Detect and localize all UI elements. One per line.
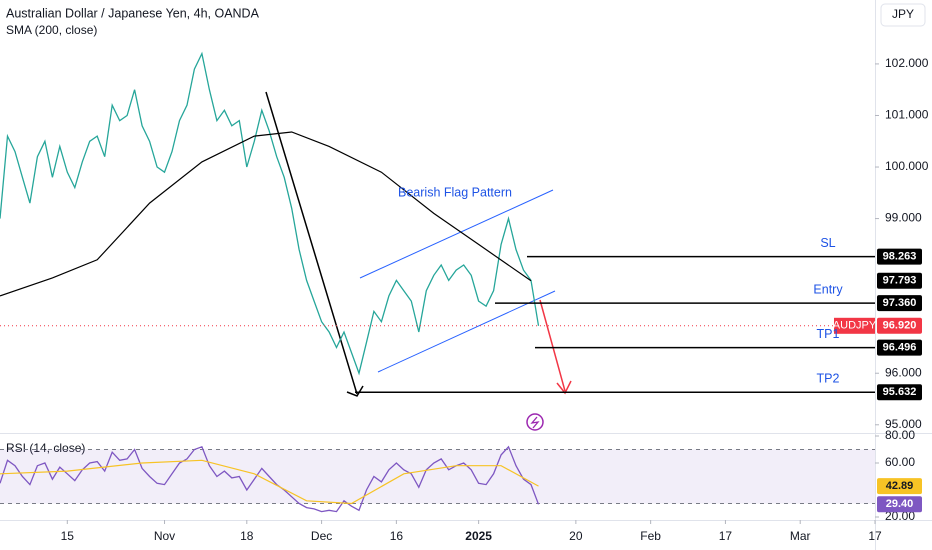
currency-button[interactable]: [880, 3, 926, 27]
level-label: TP2: [817, 371, 840, 385]
chart-title: Australian Dollar / Japanese Yen, 4h, OA…: [6, 6, 260, 20]
channel-line: [377, 290, 556, 373]
x-tick-label: Mar: [790, 529, 811, 543]
symbol-label: AUDJPY: [833, 320, 877, 332]
level-label: TP1: [817, 327, 840, 341]
level-tag: [877, 295, 922, 312]
symbol-tag: [834, 317, 875, 334]
sma-tag: [877, 272, 922, 289]
y-tick-label: 99.000: [885, 211, 922, 225]
price-tag-label: 96.920: [883, 320, 917, 332]
y-tick-label: 101.000: [885, 108, 929, 122]
y-tick-label: 102.000: [885, 56, 929, 70]
series-line: [0, 459, 539, 505]
series-line: [0, 131, 532, 297]
x-tick-label: 20: [569, 529, 583, 543]
x-tick-label: 15: [61, 529, 75, 543]
rsi-title: RSI (14, close): [6, 441, 85, 455]
level-tag-label: 98.263: [883, 250, 917, 262]
price-tag: [877, 317, 922, 334]
y-tick-label: 80.00: [885, 428, 915, 442]
level-tag-label: 97.360: [883, 297, 917, 309]
x-tick-label: Dec: [311, 529, 332, 543]
sma-tag-label: 97.793: [883, 275, 917, 287]
rsi-tag: [877, 496, 922, 513]
level-tag: [877, 248, 922, 265]
target-arrow: [539, 299, 566, 392]
event-icon-bolt: [530, 416, 540, 429]
level-tag-label: 95.632: [883, 386, 917, 398]
y-tick-label: 20.00: [885, 509, 915, 523]
currency: JPY: [892, 7, 914, 21]
x-tick-label: 16: [390, 529, 404, 543]
x-tick-label: 2025: [465, 529, 492, 543]
pattern-label: Bearish Flag Pattern: [398, 185, 512, 199]
x-tick-label: Nov: [154, 529, 175, 543]
series-line: [0, 445, 540, 513]
series-line: [0, 51, 540, 376]
indicator-label: SMA (200, close): [6, 23, 97, 37]
x-tick-label: 18: [240, 529, 254, 543]
rsi-tag-label: 42.89: [886, 480, 914, 492]
x-tick-label: 17: [868, 529, 882, 543]
y-tick-label: 95.000: [885, 417, 922, 431]
rsi-tag-label: 29.40: [886, 498, 914, 510]
drop-arrow: [265, 91, 358, 395]
event-icon[interactable]: [526, 413, 544, 431]
channel-line: [359, 189, 554, 279]
level-label: SL: [820, 236, 835, 250]
rsi-tag: [877, 478, 922, 495]
level-tag: [877, 384, 922, 401]
x-tick-label: 17: [719, 529, 733, 543]
level-tag-label: 96.496: [883, 342, 917, 354]
y-tick-label: 60.00: [885, 455, 915, 469]
arrow-head: [346, 385, 364, 397]
level-tag: [877, 339, 922, 356]
y-tick-label: 96.000: [885, 365, 922, 379]
level-label: Entry: [813, 282, 843, 296]
rsi-band: [0, 449, 875, 504]
y-tick-label: 100.000: [885, 159, 929, 173]
arrow-head: [556, 380, 572, 395]
x-tick-label: Feb: [640, 529, 661, 543]
